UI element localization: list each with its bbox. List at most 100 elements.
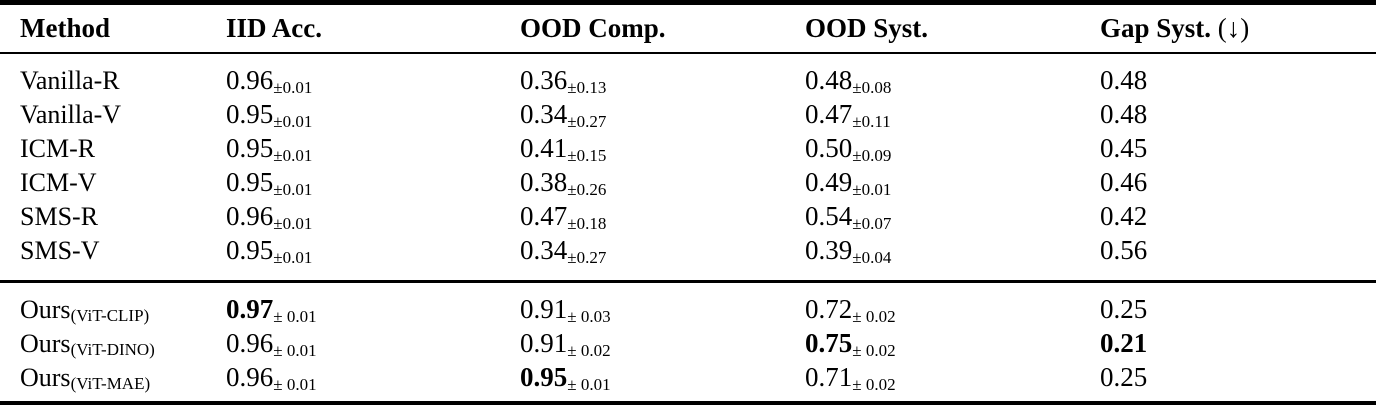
table-header: Method IID Acc. OOD Comp. OOD Syst. Gap … — [0, 5, 1376, 54]
value-cell: 0.95±0.01 — [226, 97, 520, 131]
value-cell: 0.38±0.26 — [520, 165, 805, 199]
method-cell: SMS-R — [0, 199, 226, 233]
metric-value: 0.91 — [520, 327, 568, 358]
std-dev-subscript: ± 0.01 — [273, 340, 317, 360]
method-name: ICM-V — [20, 167, 97, 197]
std-dev-subscript: ± 0.03 — [567, 306, 611, 326]
value-cell: 0.41±0.15 — [520, 131, 805, 165]
gap-cell: 0.25 — [1100, 282, 1376, 327]
metric-value: 0.95 — [226, 166, 274, 197]
std-dev-subscript: ± 0.02 — [852, 374, 896, 394]
table-row: Ours(ViT-CLIP) 0.97± 0.01 0.91± 0.03 0.72± … — [0, 282, 1376, 327]
method-name: Ours — [20, 294, 71, 324]
std-dev-subscript: ± 0.02 — [567, 340, 611, 360]
std-dev-subscript: ± 0.02 — [852, 306, 896, 326]
metric-value: 0.95 — [226, 98, 274, 129]
col-header-method-label: Method — [20, 13, 110, 43]
std-dev-subscript: ±0.11 — [852, 111, 891, 131]
value-cell: 0.34±0.27 — [520, 97, 805, 131]
value-cell: 0.91± 0.02 — [520, 326, 805, 360]
value-cell: 0.96± 0.01 — [226, 360, 520, 401]
metric-value: 0.71 — [805, 361, 853, 392]
metric-value: 0.34 — [520, 234, 568, 265]
gap-value: 0.25 — [1100, 293, 1148, 324]
value-cell: 0.95±0.01 — [226, 131, 520, 165]
std-dev-subscript: ±0.01 — [852, 179, 892, 199]
std-dev-subscript: ±0.13 — [567, 77, 607, 97]
metric-value: 0.47 — [805, 98, 853, 129]
method-cell: ICM-R — [0, 131, 226, 165]
method-cell: Ours(ViT-MAE) — [0, 360, 226, 401]
metric-value: 0.72 — [805, 293, 853, 324]
metric-value: 0.91 — [520, 293, 568, 324]
value-cell: 0.47±0.11 — [805, 97, 1100, 131]
table-row: ICM-V 0.95±0.01 0.38±0.26 0.49±0.01 0.46 — [0, 165, 1376, 199]
gap-cell: 0.21 — [1100, 326, 1376, 360]
std-dev-subscript: ±0.27 — [567, 247, 607, 267]
metric-value: 0.95 — [226, 132, 274, 163]
gap-value: 0.42 — [1100, 200, 1148, 231]
method-variant-subscript: (ViT-MAE) — [70, 374, 151, 394]
table-row: Vanilla-R 0.96±0.01 0.36±0.13 0.48±0.08 0.48 — [0, 53, 1376, 97]
value-cell: 0.95±0.01 — [226, 165, 520, 199]
col-header-ood-syst: OOD Syst. — [805, 5, 1100, 54]
metric-value: 0.41 — [520, 132, 568, 163]
metric-value: 0.96 — [226, 200, 274, 231]
method-cell: SMS-V — [0, 233, 226, 282]
std-dev-subscript: ±0.08 — [852, 77, 892, 97]
std-dev-subscript: ± 0.01 — [273, 306, 317, 326]
gap-cell: 0.42 — [1100, 199, 1376, 233]
method-name: Vanilla-R — [20, 65, 120, 95]
method-cell: Ours(ViT-DINO) — [0, 326, 226, 360]
table-row: Ours(ViT-MAE) 0.96± 0.01 0.95± 0.01 0.71± 0… — [0, 360, 1376, 401]
col-header-ood-comp-label: OOD Comp. — [520, 13, 666, 43]
table-row: Ours(ViT-DINO) 0.96± 0.01 0.91± 0.02 0.75± … — [0, 326, 1376, 360]
std-dev-subscript: ± 0.02 — [852, 340, 896, 360]
metric-value: 0.96 — [226, 64, 274, 95]
value-cell: 0.34±0.27 — [520, 233, 805, 282]
metric-value: 0.39 — [805, 234, 853, 265]
col-header-gap-syst-label: Gap Syst. — [1100, 13, 1212, 43]
value-cell: 0.95±0.01 — [226, 233, 520, 282]
metric-value: 0.75 — [805, 327, 853, 358]
metric-value: 0.54 — [805, 200, 853, 231]
value-cell: 0.91± 0.03 — [520, 282, 805, 327]
std-dev-subscript: ±0.15 — [567, 145, 607, 165]
results-table: Method IID Acc. OOD Comp. OOD Syst. Gap … — [0, 5, 1376, 401]
std-dev-subscript: ±0.27 — [567, 111, 607, 131]
value-cell: 0.75± 0.02 — [805, 326, 1100, 360]
table-bottom-rule — [0, 401, 1376, 405]
value-cell: 0.72± 0.02 — [805, 282, 1100, 327]
value-cell: 0.36±0.13 — [520, 53, 805, 97]
col-header-ood-comp: OOD Comp. — [520, 5, 805, 54]
value-cell: 0.96±0.01 — [226, 199, 520, 233]
method-name: SMS-V — [20, 235, 100, 265]
method-name: Ours — [20, 362, 71, 392]
gap-value: 0.46 — [1100, 166, 1148, 197]
gap-value: 0.56 — [1100, 234, 1148, 265]
down-arrow-indicator: (↓) — [1211, 13, 1250, 43]
gap-cell: 0.46 — [1100, 165, 1376, 199]
metric-value: 0.96 — [226, 327, 274, 358]
metric-value: 0.36 — [520, 64, 568, 95]
metric-value: 0.95 — [226, 234, 274, 265]
std-dev-subscript: ±0.01 — [273, 111, 313, 131]
std-dev-subscript: ±0.01 — [273, 145, 313, 165]
std-dev-subscript: ±0.18 — [567, 213, 607, 233]
method-name: ICM-R — [20, 133, 96, 163]
metric-value: 0.47 — [520, 200, 568, 231]
gap-value: 0.45 — [1100, 132, 1148, 163]
header-row: Method IID Acc. OOD Comp. OOD Syst. Gap … — [0, 5, 1376, 54]
value-cell: 0.39±0.04 — [805, 233, 1100, 282]
std-dev-subscript: ±0.01 — [273, 77, 313, 97]
metric-value: 0.38 — [520, 166, 568, 197]
col-header-gap-syst: Gap Syst. (↓) — [1100, 5, 1376, 54]
table-row: ICM-R 0.95±0.01 0.41±0.15 0.50±0.09 0.45 — [0, 131, 1376, 165]
value-cell: 0.49±0.01 — [805, 165, 1100, 199]
gap-value: 0.48 — [1100, 98, 1148, 129]
table-row: SMS-R 0.96±0.01 0.47±0.18 0.54±0.07 0.42 — [0, 199, 1376, 233]
metric-value: 0.49 — [805, 166, 853, 197]
gap-cell: 0.25 — [1100, 360, 1376, 401]
method-name: SMS-R — [20, 201, 99, 231]
value-cell: 0.50±0.09 — [805, 131, 1100, 165]
